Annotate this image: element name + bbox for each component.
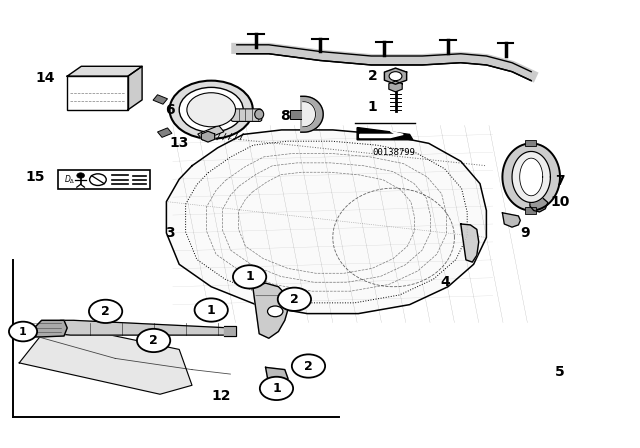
Polygon shape (303, 102, 316, 127)
Circle shape (170, 81, 253, 139)
Polygon shape (202, 131, 214, 142)
Text: 8: 8 (280, 109, 290, 124)
Text: 7: 7 (555, 174, 565, 189)
Circle shape (278, 288, 311, 311)
Text: 10: 10 (550, 194, 570, 209)
Polygon shape (512, 151, 550, 202)
Polygon shape (389, 81, 402, 92)
Text: 5: 5 (555, 365, 565, 379)
Text: 15: 15 (26, 170, 45, 184)
Polygon shape (301, 96, 323, 132)
Text: 3: 3 (164, 226, 175, 240)
Circle shape (233, 265, 266, 289)
Text: 14: 14 (35, 71, 54, 86)
Polygon shape (128, 66, 142, 110)
Text: $D_\Delta$: $D_\Delta$ (64, 173, 76, 186)
Bar (525, 207, 536, 214)
Text: 00138799: 00138799 (372, 148, 415, 157)
Text: 11: 11 (214, 112, 234, 126)
Text: 6: 6 (164, 103, 175, 117)
Bar (157, 128, 172, 138)
Text: 13: 13 (170, 136, 189, 151)
Circle shape (268, 306, 283, 317)
Circle shape (292, 354, 325, 378)
Circle shape (179, 87, 243, 132)
Polygon shape (224, 326, 236, 336)
Circle shape (260, 377, 293, 400)
Text: 9: 9 (520, 226, 530, 240)
Text: 1: 1 (207, 303, 216, 317)
Polygon shape (16, 327, 31, 334)
Text: 2: 2 (367, 69, 378, 83)
Bar (58, 170, 150, 189)
Polygon shape (35, 320, 230, 335)
Ellipse shape (255, 109, 264, 119)
Circle shape (195, 298, 228, 322)
Text: 4: 4 (440, 275, 450, 289)
Polygon shape (360, 131, 403, 138)
Text: 1: 1 (272, 382, 281, 395)
Polygon shape (253, 283, 288, 338)
Text: 12: 12 (211, 389, 230, 404)
Polygon shape (385, 68, 406, 84)
Polygon shape (502, 213, 520, 227)
Polygon shape (520, 158, 543, 196)
Polygon shape (266, 367, 288, 390)
Text: 2: 2 (101, 305, 110, 318)
Polygon shape (502, 143, 560, 211)
Text: 2: 2 (149, 334, 158, 347)
Polygon shape (26, 320, 67, 337)
Bar (67, 76, 128, 110)
Polygon shape (67, 66, 142, 76)
Polygon shape (357, 128, 413, 140)
Bar (290, 110, 303, 119)
Circle shape (89, 300, 122, 323)
Circle shape (90, 174, 106, 185)
Bar (525, 140, 536, 146)
Polygon shape (530, 198, 548, 212)
FancyBboxPatch shape (231, 109, 262, 121)
Circle shape (77, 173, 84, 178)
Bar (153, 95, 168, 104)
Text: 2: 2 (304, 359, 313, 373)
Text: 1: 1 (367, 99, 378, 114)
Text: 1: 1 (245, 270, 254, 284)
Bar (198, 125, 224, 140)
Polygon shape (461, 224, 479, 262)
Circle shape (137, 329, 170, 352)
Circle shape (187, 93, 236, 127)
Circle shape (389, 72, 402, 81)
Text: 1: 1 (19, 327, 27, 336)
Text: 2: 2 (290, 293, 299, 306)
Circle shape (9, 322, 37, 341)
Polygon shape (19, 323, 192, 394)
